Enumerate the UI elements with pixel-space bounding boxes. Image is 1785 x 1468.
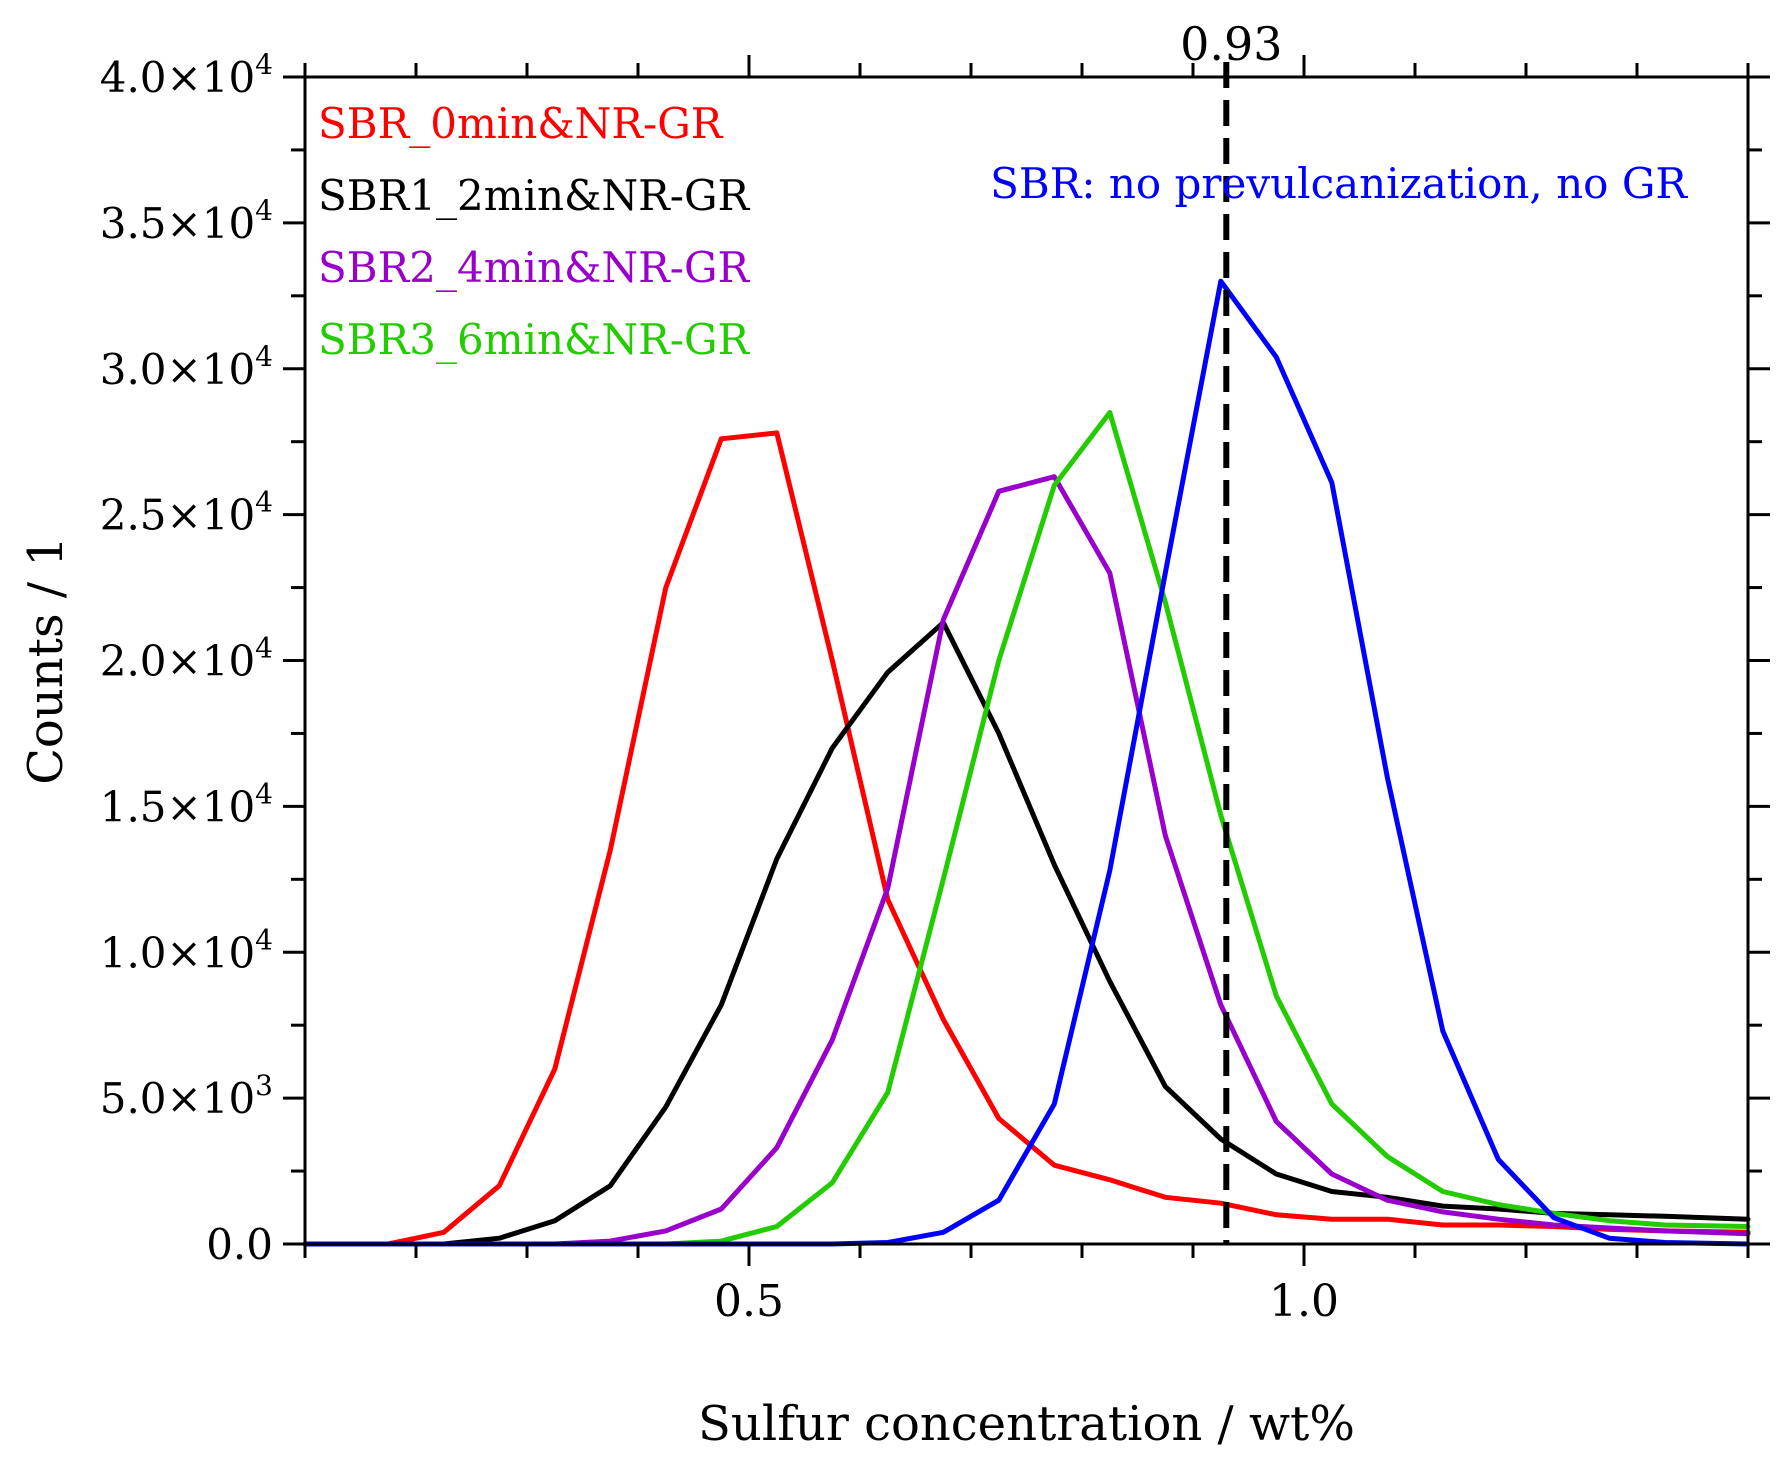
x-tick-label: 1.0 xyxy=(1269,1276,1339,1327)
y-tick-label: 2.5×104 xyxy=(100,486,273,540)
series-line-1 xyxy=(302,430,1751,1247)
y-tick-label: 0.0 xyxy=(206,1220,273,1269)
y-tick-label: 3.5×104 xyxy=(100,194,273,248)
series-line-5 xyxy=(302,278,1751,1247)
x-tick-label: 0.5 xyxy=(714,1276,784,1327)
series-layer xyxy=(302,278,1751,1247)
reference-line-label: 0.93 xyxy=(1180,17,1282,71)
series-line-4 xyxy=(302,410,1751,1247)
y-tick-label: 4.0×104 xyxy=(100,48,273,102)
x-axis-title: Sulfur concentration / wt% xyxy=(698,1396,1355,1452)
y-tick-label: 1.5×104 xyxy=(100,777,273,831)
legend-entry-2: SBR1_2min&NR-GR xyxy=(318,171,751,220)
series-line-2 xyxy=(302,620,1751,1247)
legend-entry-1: SBR_0min&NR-GR xyxy=(318,99,724,148)
tick-label-layer: 0.5 1.0 0.0 5.0×103 1.0×104 1.5×104 2.0×104 2.5… xyxy=(100,48,1339,1327)
tick-layer xyxy=(283,55,1770,1266)
y-axis-title: Counts / 1 xyxy=(18,536,74,785)
legend-entry-5: SBR: no prevulcanization, no GR xyxy=(990,159,1688,208)
reference-line-layer: 0.93 xyxy=(1180,17,1283,1244)
series-line-3 xyxy=(302,474,1751,1247)
legend-entry-3: SBR2_4min&NR-GR xyxy=(318,243,751,292)
y-tick-label: 1.0×104 xyxy=(100,923,273,977)
y-tick-label: 5.0×103 xyxy=(100,1069,273,1123)
y-tick-label: 3.0×104 xyxy=(100,340,273,394)
legend: SBR_0min&NR-GR SBR1_2min&NR-GR SBR2_4min&N… xyxy=(318,99,1688,364)
legend-entry-4: SBR3_6min&NR-GR xyxy=(318,315,751,364)
y-tick-label: 2.0×104 xyxy=(100,632,273,686)
